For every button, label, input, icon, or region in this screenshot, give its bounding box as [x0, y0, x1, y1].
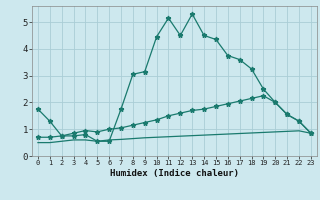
- X-axis label: Humidex (Indice chaleur): Humidex (Indice chaleur): [110, 169, 239, 178]
